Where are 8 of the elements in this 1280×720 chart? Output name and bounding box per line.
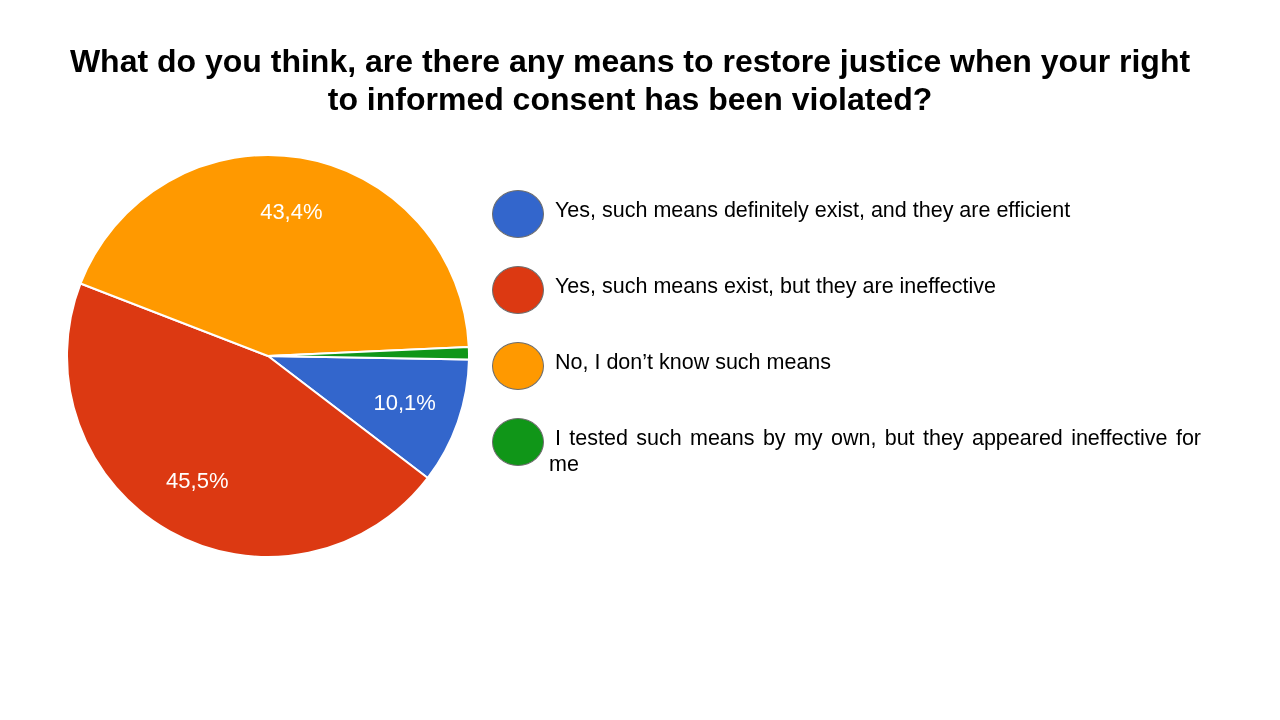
data-label: 43,4% xyxy=(260,199,323,225)
data-label: 45,5% xyxy=(166,468,229,494)
legend-label: No, I don’t know such means xyxy=(554,349,833,375)
data-label: 10,1% xyxy=(373,389,436,415)
chart-title: What do you think, are there any means to restore justice when your right to informed consent has been violated? xyxy=(68,42,1192,118)
legend-label: Yes, such means definitely exist, and they are efficient xyxy=(554,197,1072,223)
legend-label: I tested such means by my own, but they appeared ineffective for me xyxy=(549,425,1201,477)
legend-label: Yes, such means exist, but they are ineffective xyxy=(554,273,997,299)
